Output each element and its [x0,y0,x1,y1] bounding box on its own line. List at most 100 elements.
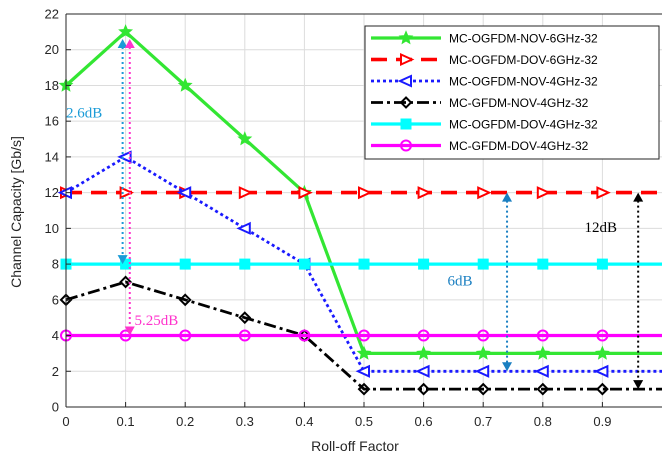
circle-marker [536,329,549,342]
y-tick-label: 18 [45,78,59,93]
square-marker [358,258,370,270]
triangle-right-marker [417,186,433,200]
y-tick-label: 8 [52,257,59,272]
y-tick-label: 4 [52,328,59,343]
annotation-12dB: 12dB [585,192,644,390]
series-MC-OGFDM-DOV-6GHz-32 [60,186,662,200]
x-tick-label: 0.6 [415,414,433,429]
diamond-marker [119,275,133,289]
diamond-marker [238,311,252,325]
series-line [65,280,662,391]
x-tick-label: 0 [62,414,69,429]
square-marker [120,258,132,270]
star-marker [356,345,372,360]
triangle-left-marker [117,150,132,164]
square-marker [537,258,549,270]
triangle-left-marker [397,74,412,88]
legend-label: MC-OGFDM-NOV-4GHz-32 [449,75,598,89]
triangle-left-marker [474,364,490,378]
annotation-2.6dB: 2.6dB [66,39,128,265]
annotation-6dB: 6dB [447,192,513,372]
annotation-label: 2.6dB [66,106,102,122]
legend-entry: MC-OGFDM-NOV-6GHz-32 [371,30,598,46]
diamond-marker [399,96,413,109]
annotation-label: 12dB [585,220,618,236]
y-tick-label: 12 [45,185,59,200]
legend-label: MC-OGFDM-DOV-4GHz-32 [449,118,598,132]
square-marker [596,258,608,270]
series-MC-GFDM-DOV-4GHz-32 [60,329,662,342]
diamond-marker [595,382,609,396]
triangle-left-marker [534,364,549,378]
axes: 0 2 4 6 8 10 12 14 16 18 20 22 0 0.1 0.2 0.3 0.4 0.5 0.6 0.… [45,7,662,429]
triangle-right-marker [358,186,373,200]
y-axis-title: Channel Capacity [Gb/s] [8,136,24,288]
legend-entry: MC-GFDM-DOV-4GHz-32 [371,139,589,153]
annotation-arrow-head [633,380,644,390]
x-tick-label: 0.8 [534,414,552,429]
square-marker [400,118,412,130]
series-layer [57,24,662,396]
triangle-right-marker [477,186,492,200]
legend-label: MC-GFDM-NOV-4GHz-32 [449,96,589,110]
circle-marker [477,329,490,342]
x-tick-label: 0.5 [355,414,373,429]
annotation-arrow-head [633,192,644,202]
series-MC-OGFDM-DOV-4GHz-32 [60,258,662,270]
annotation-label: 5.25dB [135,313,179,329]
annotation-label: 6dB [447,274,472,290]
y-tick-label: 16 [45,114,59,129]
x-tick-label: 0.2 [176,414,194,429]
x-tick-label: 0.1 [117,414,135,429]
annotation-5.25dB: 5.25dB [124,39,179,336]
square-marker [298,258,310,270]
star-marker [177,77,193,92]
legend-box [364,25,660,160]
legend-entry: MC-OGFDM-NOV-4GHz-32 [371,74,598,89]
star-marker [118,24,134,39]
y-tick-label: 14 [45,149,59,164]
circle-marker [298,329,311,342]
annotation-arrow-head [124,326,135,336]
legend-label: MC-OGFDM-DOV-6GHz-32 [449,53,598,67]
square-marker [418,258,430,270]
x-tick-label: 0.9 [593,414,611,429]
y-tick-label: 20 [45,42,59,57]
annotation-arrow-head [502,362,513,372]
triangle-left-marker [593,364,609,378]
annotation-arrow-head [124,39,135,49]
annotation-arrow-head [502,192,513,202]
square-marker [477,258,489,270]
triangle-right-marker [298,186,313,200]
star-marker [237,131,253,146]
annotation-arrow-head [117,39,128,49]
series-line [65,155,662,373]
diamond-marker [357,382,371,396]
legend-entry: MC-OGFDM-DOV-6GHz-32 [371,52,598,67]
legend-label: MC-GFDM-DOV-4GHz-32 [449,139,589,153]
triangle-right-marker [400,52,415,67]
star-marker [475,345,491,360]
y-tick-label: 22 [45,7,59,22]
circle-marker [238,329,251,342]
y-tick-label: 0 [52,400,59,415]
y-tick-label: 6 [52,292,59,307]
series-MC-GFDM-NOV-4GHz-32 [59,275,662,396]
legend-label: MC-OGFDM-NOV-6GHz-32 [449,32,598,46]
star-marker [535,345,551,360]
circle-marker [358,329,370,342]
triangle-right-marker [119,186,135,200]
triangle-left-marker [415,364,430,378]
x-tick-label: 0.3 [236,414,254,429]
triangle-right-marker [596,186,611,200]
circle-marker [596,329,609,342]
star-marker [398,30,414,45]
diamond-marker [417,382,431,396]
diamond-marker [536,382,550,396]
x-tick-label: 0.7 [474,414,492,429]
triangle-left-marker [355,364,370,378]
circle-marker [400,139,412,152]
triangle-right-marker [536,186,552,200]
diamond-marker [476,382,490,396]
